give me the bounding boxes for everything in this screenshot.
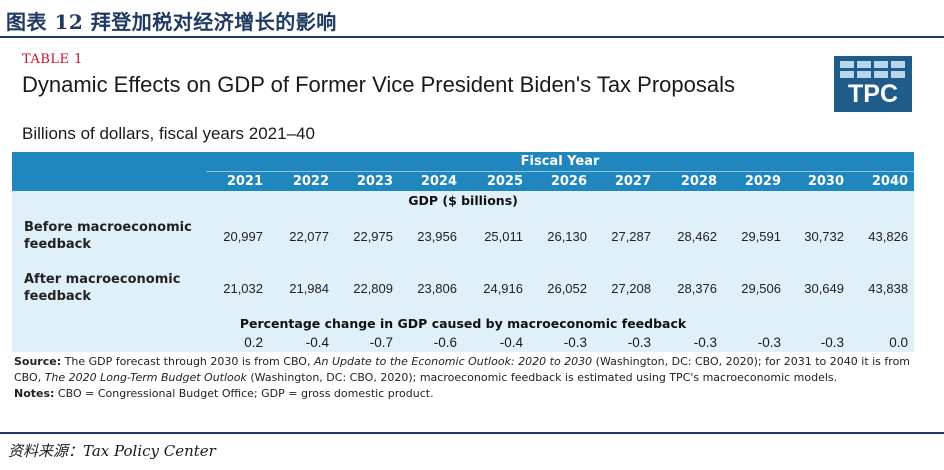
- table-cell: 43,826: [850, 210, 915, 262]
- pct-section-row: Percentage change in GDP caused by macro…: [12, 314, 915, 333]
- year-header: 2027: [593, 171, 657, 191]
- table-cell: 23,956: [399, 210, 463, 262]
- table-cell: 0.2: [206, 333, 269, 352]
- year-header: 2029: [723, 171, 787, 191]
- table-title: Dynamic Effects on GDP of Former Vice Pr…: [22, 72, 736, 97]
- row-label-line: Before macroeconomic: [24, 220, 192, 235]
- table-cell: -0.7: [335, 333, 399, 352]
- table-cell: 27,287: [593, 210, 657, 262]
- header-blank: [12, 171, 206, 191]
- year-header: 2026: [529, 171, 593, 191]
- table-cell: 29,506: [723, 262, 787, 314]
- table-cell: -0.3: [723, 333, 787, 352]
- table-cell: 22,975: [335, 210, 399, 262]
- table-cell: 28,462: [657, 210, 723, 262]
- year-header: 2030: [787, 171, 850, 191]
- table-cell: 30,732: [787, 210, 850, 262]
- table-cell: 24,916: [463, 262, 529, 314]
- table-cell: -0.4: [269, 333, 335, 352]
- row-label: Before macroeconomic feedback: [12, 210, 206, 262]
- table-subtitle: Billions of dollars, fiscal years 2021–4…: [22, 124, 315, 143]
- row-label: After macroeconomic feedback: [12, 262, 206, 314]
- table-cell: 29,591: [723, 210, 787, 262]
- table-cell: -0.3: [593, 333, 657, 352]
- year-header: 2040: [850, 171, 915, 191]
- table-cell: 21,032: [206, 262, 269, 314]
- table-cell: -0.3: [657, 333, 723, 352]
- table-cell: 43,838: [850, 262, 915, 314]
- table-cell: -0.6: [399, 333, 463, 352]
- table-notes: Source: The GDP forecast through 2030 is…: [14, 354, 924, 402]
- source-note-title: An Update to the Economic Outlook: 2020 …: [313, 355, 593, 368]
- row-label-line: feedback: [24, 289, 92, 304]
- figure-header: 图表 12 拜登加税对经济增长的影响: [0, 0, 944, 38]
- table-row: After macroeconomic feedback 21,032 21,9…: [12, 262, 915, 314]
- gdp-section-row: GDP ($ billions): [12, 191, 915, 210]
- table-label: TABLE 1: [22, 52, 83, 67]
- table-cell: 25,011: [463, 210, 529, 262]
- year-header-row: 2021 2022 2023 2024 2025 2026 2027 2028 …: [12, 171, 915, 191]
- year-header: 2024: [399, 171, 463, 191]
- logo-grid-icon: [840, 61, 905, 78]
- table-cell: 26,052: [529, 262, 593, 314]
- gdp-table: Fiscal Year 2021 2022 2023 2024 2025 202…: [12, 152, 915, 352]
- header-blank: [12, 152, 206, 171]
- logo-text: TPC: [848, 80, 898, 108]
- table-cell: 21,984: [269, 262, 335, 314]
- table-row: Before macroeconomic feedback 20,997 22,…: [12, 210, 915, 262]
- source-note-text: (Washington, DC: CBO, 2020); macroeconom…: [246, 371, 838, 384]
- year-header: 2028: [657, 171, 723, 191]
- table-cell: 20,997: [206, 210, 269, 262]
- row-label-line: feedback: [24, 237, 92, 252]
- table-cell: -0.4: [463, 333, 529, 352]
- abbreviation-note: Notes: CBO = Congressional Budget Office…: [14, 386, 924, 402]
- table-cell: 23,806: [399, 262, 463, 314]
- source-note-text: The GDP forecast through 2030 is from CB…: [61, 355, 314, 368]
- pct-section-heading: Percentage change in GDP caused by macro…: [12, 314, 915, 333]
- fiscal-year-header-row: Fiscal Year: [12, 152, 915, 172]
- table-cell: 26,130: [529, 210, 593, 262]
- source-note-title: The 2020 Long-Term Budget Outlook: [44, 371, 247, 384]
- table-cell: 22,809: [335, 262, 399, 314]
- year-header: 2025: [463, 171, 529, 191]
- row-label-blank: [12, 333, 206, 352]
- footer-divider: [0, 432, 944, 434]
- table-cell: 30,649: [787, 262, 850, 314]
- table-cell: 28,376: [657, 262, 723, 314]
- figure-title: 图表 12 拜登加税对经济增长的影响: [6, 10, 337, 34]
- notes-text: CBO = Congressional Budget Office; GDP =…: [54, 387, 434, 400]
- table-cell: -0.3: [787, 333, 850, 352]
- source-note-text: (Washington, DC: CBO, 2020); for 2031 to…: [14, 355, 911, 384]
- year-header: 2022: [269, 171, 335, 191]
- table-cell: 0.0: [850, 333, 915, 352]
- data-source: 资料来源：Tax Policy Center: [8, 442, 216, 460]
- fiscal-year-header: Fiscal Year: [206, 152, 915, 172]
- gdp-section-heading: GDP ($ billions): [12, 191, 915, 210]
- year-header: 2021: [206, 171, 269, 191]
- source-note: Source: The GDP forecast through 2030 is…: [14, 354, 924, 386]
- year-header: 2023: [335, 171, 399, 191]
- notes-label: Notes:: [14, 387, 55, 400]
- tpc-logo: TPC: [834, 56, 912, 112]
- row-label-line: After macroeconomic: [24, 272, 181, 287]
- table-cell: -0.3: [529, 333, 593, 352]
- table-row: 0.2 -0.4 -0.7 -0.6 -0.4 -0.3 -0.3 -0.3 -…: [12, 333, 915, 352]
- source-note-label: Source:: [14, 355, 62, 368]
- table-cell: 22,077: [269, 210, 335, 262]
- table-cell: 27,208: [593, 262, 657, 314]
